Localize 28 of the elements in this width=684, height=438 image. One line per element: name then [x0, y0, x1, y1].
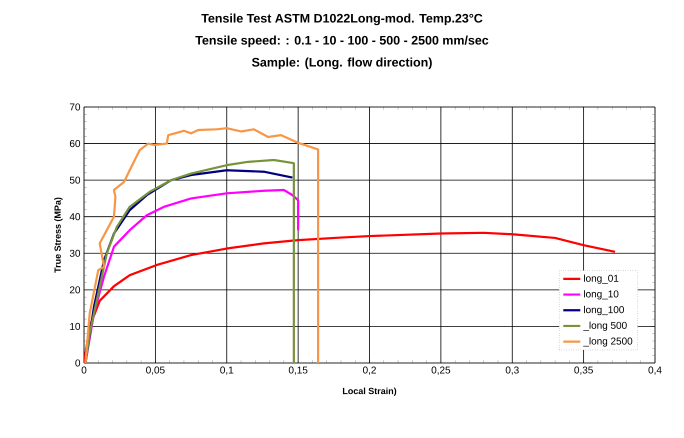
legend-label: _long 500: [583, 322, 627, 331]
x-tick-label: 0,1: [220, 366, 234, 375]
y-tick-label: 10: [70, 322, 80, 330]
x-tick-label: 0,15: [288, 366, 308, 375]
y-tick-label: 70: [70, 103, 80, 111]
x-tick-label: 0,3: [506, 366, 519, 375]
x-tick-label: 0,2: [362, 366, 376, 375]
x-tick-label: 0,25: [432, 366, 450, 375]
chart-title: Tensile Test ASTM D1022Long-mod. Temp.23°C: [201, 14, 482, 26]
y-tick-label: 50: [70, 176, 80, 184]
chart-subtitle: Tensile speed: : 0.1 - 10 - 100 - 500 - 2500 mm/sec: [195, 36, 488, 48]
x-axis-title: Local Strain): [342, 388, 396, 396]
legend-label: long_100: [584, 306, 624, 316]
legend-label: long_10: [584, 290, 618, 300]
line-series: [84, 127, 320, 363]
x-tick-label: 0,35: [574, 366, 593, 375]
y-axis-title: True Stress (MPa): [54, 198, 63, 273]
text: Sample: (Long. flow direction): [252, 58, 432, 70]
legend-label: _long 2500: [583, 337, 632, 347]
legend-label: long_01: [584, 274, 618, 284]
y-tick-label: 0: [75, 359, 80, 367]
y-tick-label: 60: [70, 140, 80, 148]
y-tick-label: 20: [70, 286, 80, 294]
x-tick-label: 0,05: [146, 366, 165, 375]
y-tick-label: 30: [70, 250, 80, 257]
x-tick-label: 0,4: [648, 366, 662, 375]
x-tick-label: 0: [82, 366, 86, 374]
y-tick-label: 40: [70, 213, 80, 220]
